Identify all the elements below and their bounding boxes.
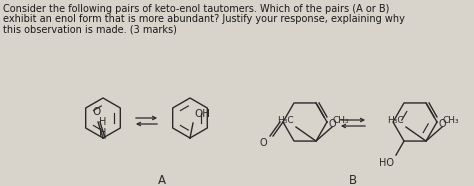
Text: CH₃: CH₃: [333, 116, 350, 125]
Text: CH₃: CH₃: [443, 116, 460, 125]
Text: HO: HO: [379, 158, 394, 168]
Text: Consider the following pairs of keto-enol tautomers. Which of the pairs (A or B): Consider the following pairs of keto-eno…: [3, 4, 389, 14]
Text: H: H: [99, 117, 106, 127]
Text: O: O: [329, 119, 337, 129]
Text: H₃C: H₃C: [387, 116, 404, 125]
Text: O: O: [259, 138, 267, 148]
Text: O: O: [93, 107, 101, 117]
Text: exhibit an enol form that is more abundant? Justify your response, explaining wh: exhibit an enol form that is more abunda…: [3, 14, 405, 24]
Text: H: H: [99, 128, 106, 138]
Text: B: B: [349, 174, 357, 186]
Text: A: A: [158, 174, 166, 186]
Text: OH: OH: [194, 109, 210, 119]
Text: this observation is made. (3 marks): this observation is made. (3 marks): [3, 24, 177, 34]
Text: O: O: [439, 119, 447, 129]
Text: H₃C: H₃C: [277, 116, 294, 125]
